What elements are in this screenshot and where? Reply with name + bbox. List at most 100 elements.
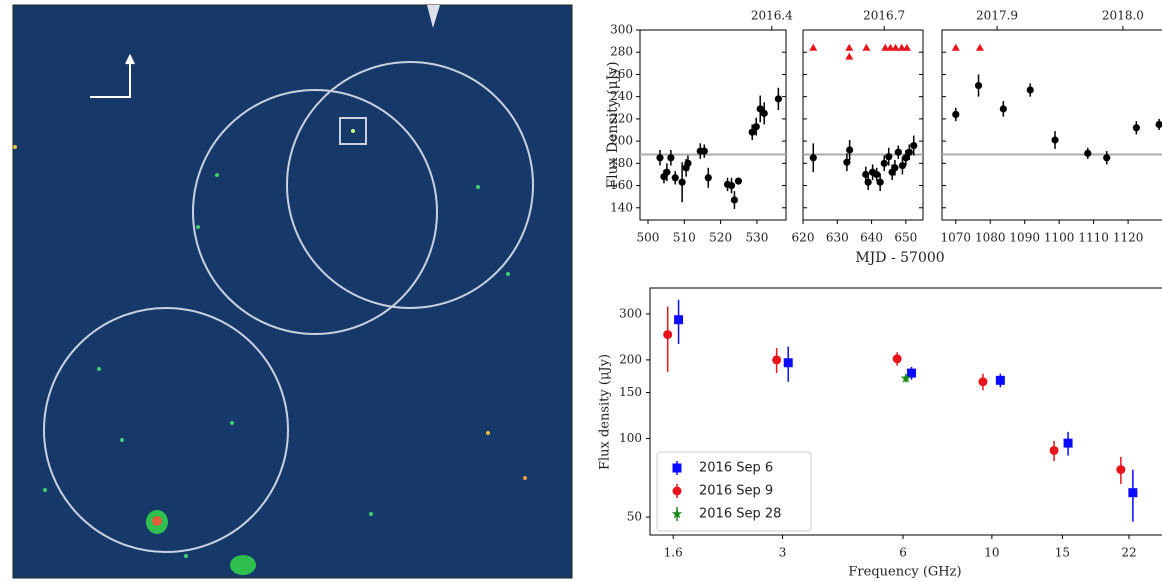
y-tick-label: 200 bbox=[619, 352, 642, 366]
marker bbox=[900, 372, 912, 383]
detection bbox=[656, 154, 664, 162]
x-tick-label: 22 bbox=[1121, 546, 1136, 560]
detection bbox=[1084, 149, 1092, 157]
detection bbox=[667, 154, 675, 162]
detection bbox=[760, 109, 768, 117]
detection bbox=[774, 95, 782, 103]
y-axis-label: Flux density (μJy) bbox=[598, 354, 613, 470]
marker bbox=[674, 315, 684, 325]
y-axis-label: Flux Density (μJy) bbox=[605, 61, 621, 188]
orientation-arrow bbox=[90, 53, 135, 98]
upper-limit bbox=[881, 43, 890, 51]
legend-marker bbox=[672, 486, 682, 496]
legend-label: 2016 Sep 9 bbox=[699, 484, 773, 499]
detection bbox=[894, 148, 902, 156]
y-tick-label: 150 bbox=[619, 385, 642, 399]
panel-frame bbox=[639, 29, 787, 221]
detection bbox=[1155, 120, 1162, 129]
detection bbox=[748, 128, 756, 136]
y-tick-label: 240 bbox=[610, 89, 633, 103]
panel-frame bbox=[802, 29, 924, 221]
detection bbox=[809, 154, 817, 162]
y-tick-label: 160 bbox=[610, 178, 633, 192]
detection bbox=[752, 123, 760, 131]
detection bbox=[734, 177, 743, 185]
legend bbox=[656, 451, 812, 532]
upper-limit bbox=[902, 43, 911, 51]
x-tick-label: 650 bbox=[894, 231, 917, 245]
top-tick-label: 2018.0 bbox=[1102, 9, 1144, 23]
x-tick-label: 530 bbox=[745, 231, 768, 245]
detection bbox=[999, 105, 1007, 113]
x-tick-label: 15 bbox=[1055, 546, 1070, 560]
marker bbox=[892, 354, 902, 364]
x-tick-label: 520 bbox=[709, 231, 732, 245]
y-tick-label: 300 bbox=[619, 306, 642, 320]
marker bbox=[1063, 438, 1073, 448]
detection bbox=[880, 159, 888, 167]
detection bbox=[663, 168, 671, 176]
x-tick-label: 1.6 bbox=[664, 546, 683, 560]
top-tick-label: 2016.4 bbox=[751, 9, 793, 23]
detection bbox=[891, 164, 899, 172]
x-tick-label: 10 bbox=[984, 546, 999, 560]
y-tick-label: 180 bbox=[610, 156, 633, 170]
marker bbox=[1116, 465, 1126, 475]
panel-frame bbox=[941, 29, 1162, 221]
detection bbox=[910, 141, 918, 150]
x-tick-label: 630 bbox=[826, 231, 849, 245]
y-tick-label: 200 bbox=[610, 134, 633, 148]
detection bbox=[700, 147, 708, 155]
image-background bbox=[12, 4, 573, 579]
marker bbox=[995, 375, 1005, 385]
detection bbox=[671, 174, 679, 182]
upper-limit bbox=[886, 43, 895, 51]
legend-label: 2016 Sep 28 bbox=[699, 507, 781, 522]
x-tick-label: 1100 bbox=[1044, 231, 1075, 245]
upper-limit bbox=[862, 43, 871, 51]
y-tick-label: 260 bbox=[610, 67, 633, 81]
marker bbox=[1128, 488, 1138, 498]
detection bbox=[864, 178, 872, 186]
detection bbox=[1132, 124, 1140, 132]
y-tick-label: 100 bbox=[619, 431, 642, 445]
detection bbox=[905, 148, 913, 156]
detection bbox=[885, 153, 893, 161]
detection bbox=[684, 159, 692, 167]
detection bbox=[727, 181, 736, 190]
detection bbox=[843, 158, 851, 166]
detection bbox=[1026, 86, 1034, 94]
upper-limit bbox=[845, 52, 854, 60]
x-tick-label: 1070 bbox=[941, 231, 972, 245]
x-tick-label: 620 bbox=[792, 231, 815, 245]
detection bbox=[704, 174, 712, 182]
top-tick-label: 2017.9 bbox=[976, 9, 1018, 23]
x-tick-label: 510 bbox=[673, 231, 696, 245]
x-axis-label: MJD - 57000 bbox=[855, 250, 944, 266]
marker bbox=[978, 377, 988, 387]
marker bbox=[772, 355, 782, 365]
detection bbox=[1051, 136, 1059, 144]
upper-limit bbox=[809, 43, 818, 51]
detection bbox=[876, 178, 884, 186]
detection bbox=[952, 110, 960, 119]
x-tick-label: 1110 bbox=[1078, 231, 1109, 245]
marker bbox=[907, 368, 917, 378]
sky-image bbox=[12, 4, 573, 579]
upper-limit bbox=[897, 43, 906, 51]
detection bbox=[898, 161, 907, 170]
marker bbox=[663, 330, 673, 340]
x-axis-label: Frequency (GHz) bbox=[848, 565, 961, 580]
legend-marker bbox=[671, 508, 683, 519]
x-tick-label: 640 bbox=[860, 231, 883, 245]
sources bbox=[13, 129, 527, 575]
y-tick-label: 220 bbox=[610, 111, 633, 125]
y-tick-label: 50 bbox=[627, 510, 642, 524]
detection bbox=[873, 170, 881, 179]
y-tick-label: 140 bbox=[610, 200, 633, 214]
y-tick-label: 280 bbox=[610, 45, 633, 59]
marker bbox=[1049, 445, 1059, 455]
y-tick-label: 300 bbox=[610, 23, 633, 37]
